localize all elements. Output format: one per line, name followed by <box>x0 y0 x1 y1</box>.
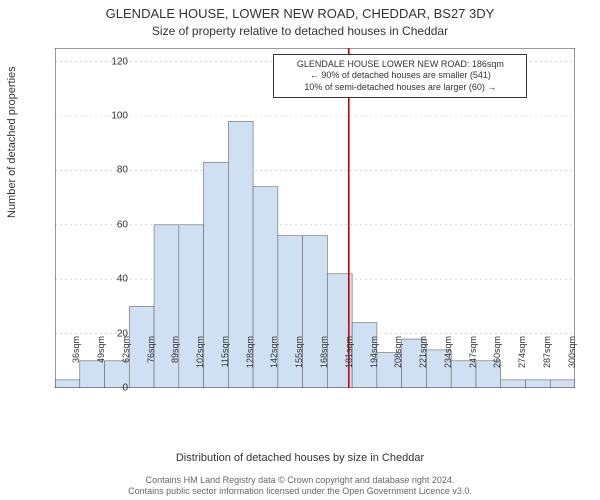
y-tick-label: 100 <box>58 111 128 122</box>
x-tick-label: 221sqm <box>418 336 428 396</box>
y-tick-label: 60 <box>58 219 128 230</box>
x-tick-label: 102sqm <box>195 336 205 396</box>
chart-container: GLENDALE HOUSE, LOWER NEW ROAD, CHEDDAR,… <box>0 0 600 500</box>
x-tick-label: 181sqm <box>344 336 354 396</box>
x-tick-label: 62sqm <box>121 336 131 396</box>
x-tick-label: 155sqm <box>294 336 304 396</box>
x-tick-label: 287sqm <box>542 336 552 396</box>
x-tick-label: 115sqm <box>220 336 230 396</box>
y-axis-label: Number of detached properties <box>6 66 18 218</box>
x-tick-label: 89sqm <box>170 336 180 396</box>
x-tick-label: 274sqm <box>517 336 527 396</box>
x-tick-label: 36sqm <box>71 336 81 396</box>
footer-line-1: Contains HM Land Registry data © Crown c… <box>0 475 600 487</box>
footer: Contains HM Land Registry data © Crown c… <box>0 475 600 498</box>
x-tick-label: 168sqm <box>319 336 329 396</box>
y-tick-label: 0 <box>58 383 128 394</box>
x-tick-label: 194sqm <box>369 336 379 396</box>
x-tick-label: 49sqm <box>96 336 106 396</box>
x-tick-label: 208sqm <box>393 336 403 396</box>
callout-line-2: ← 90% of detached houses are smaller (54… <box>280 70 520 81</box>
x-tick-label: 128sqm <box>245 336 255 396</box>
x-axis-label: Distribution of detached houses by size … <box>0 452 600 464</box>
x-tick-label: 142sqm <box>269 336 279 396</box>
chart-title-main: GLENDALE HOUSE, LOWER NEW ROAD, CHEDDAR,… <box>0 6 600 21</box>
callout-line-1: GLENDALE HOUSE LOWER NEW ROAD: 186sqm <box>280 59 520 70</box>
footer-line-2: Contains public sector information licen… <box>0 486 600 498</box>
y-tick-label: 40 <box>58 274 128 285</box>
x-tick-label: 234sqm <box>443 336 453 396</box>
chart-title-sub: Size of property relative to detached ho… <box>0 24 600 38</box>
y-tick-label: 80 <box>58 165 128 176</box>
y-tick-label: 120 <box>58 56 128 67</box>
x-tick-label: 76sqm <box>146 336 156 396</box>
callout-line-3: 10% of semi-detached houses are larger (… <box>280 82 520 93</box>
x-tick-label: 260sqm <box>492 336 502 396</box>
y-tick-label: 20 <box>58 328 128 339</box>
x-tick-label: 300sqm <box>567 336 577 396</box>
x-tick-label: 247sqm <box>468 336 478 396</box>
marker-callout: GLENDALE HOUSE LOWER NEW ROAD: 186sqm ← … <box>273 54 527 98</box>
